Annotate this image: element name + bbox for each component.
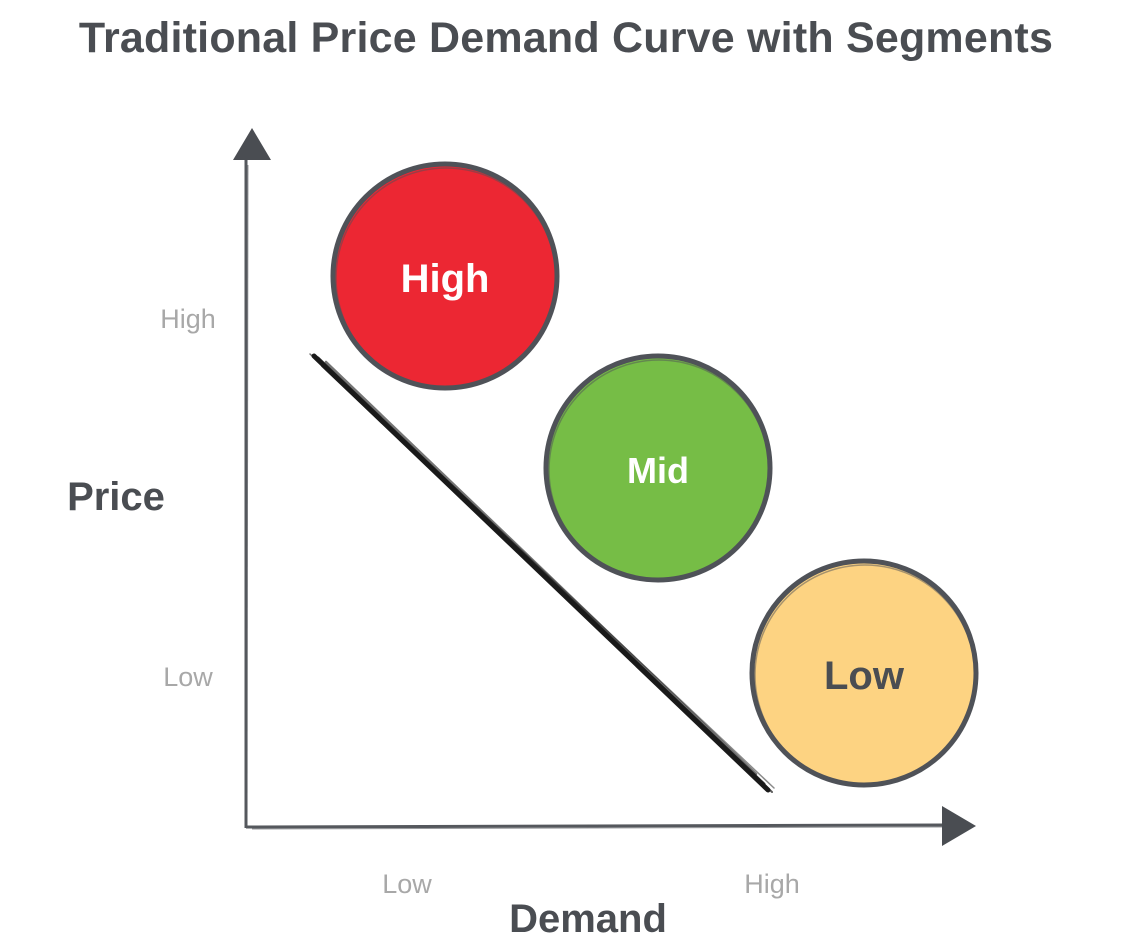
segment-high: High: [330, 161, 560, 391]
y-tick-label-high: High: [160, 304, 216, 334]
x-tick-label-high: High: [744, 869, 800, 899]
x-tick-label-low: Low: [382, 869, 432, 899]
x-axis-line: [245, 823, 947, 829]
segment-high-label: High: [401, 257, 490, 301]
x-axis: [245, 806, 976, 846]
y-axis-title: Price: [67, 475, 165, 519]
demand-curve-line: [309, 353, 775, 793]
segment-low: Low: [749, 558, 979, 788]
segment-mid-label: Mid: [627, 450, 689, 491]
x-axis-title: Demand: [509, 897, 667, 941]
y-axis-arrow-icon: [233, 128, 271, 160]
segment-low-label: Low: [824, 654, 905, 698]
y-tick-label-low: Low: [163, 662, 213, 692]
segment-mid: Mid: [543, 353, 773, 583]
x-axis-arrow-icon: [942, 806, 976, 846]
diagram-title: Traditional Price Demand Curve with Segm…: [78, 14, 1054, 62]
y-axis: [233, 128, 271, 828]
